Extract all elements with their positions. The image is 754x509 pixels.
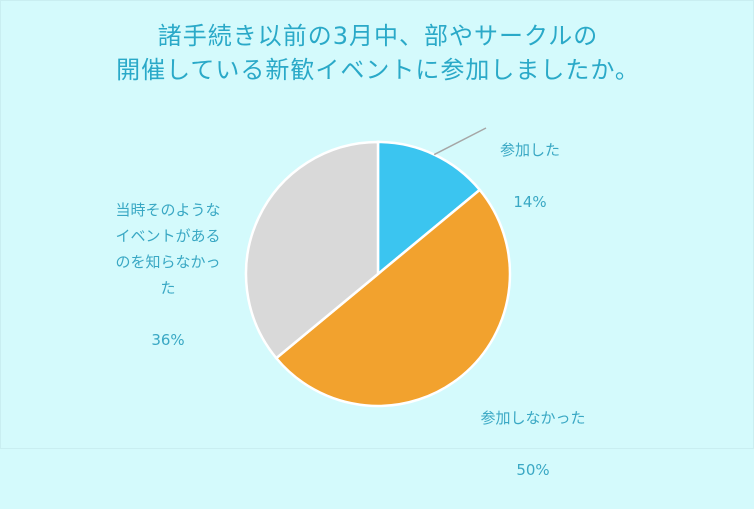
slice-label-name: 当時そのような イベントがある のを知らなかっ た bbox=[115, 201, 221, 297]
pie-chart bbox=[244, 127, 512, 408]
slice-label-percent: 50% bbox=[516, 461, 550, 479]
leader-line bbox=[433, 127, 487, 156]
chart-title: 諸手続き以前の3月中、部やサークルの 開催している新歓イベントに参加しましたか。 bbox=[116, 22, 640, 84]
slice-label-percent: 14% bbox=[513, 193, 547, 211]
slice-label-percent: 36% bbox=[151, 331, 185, 349]
chart-area: 諸手続き以前の3月中、部やサークルの 開催している新歓イベントに参加しましたか。… bbox=[0, 0, 754, 479]
slice-label-name: 参加しなかった bbox=[480, 409, 586, 427]
pie-slice-did-not-know bbox=[244, 140, 380, 360]
pie-slice-attended bbox=[376, 140, 482, 277]
slice-label-name: 参加した bbox=[499, 141, 560, 159]
slice-label-attended: 参加した 14% bbox=[475, 111, 585, 241]
slice-label-not-attended: 参加しなかった 50% bbox=[463, 379, 603, 509]
pie-slice-not-attended bbox=[274, 188, 512, 408]
slice-label-did-not-know: 当時そのような イベントがある のを知らなかっ た 36% bbox=[93, 171, 243, 379]
